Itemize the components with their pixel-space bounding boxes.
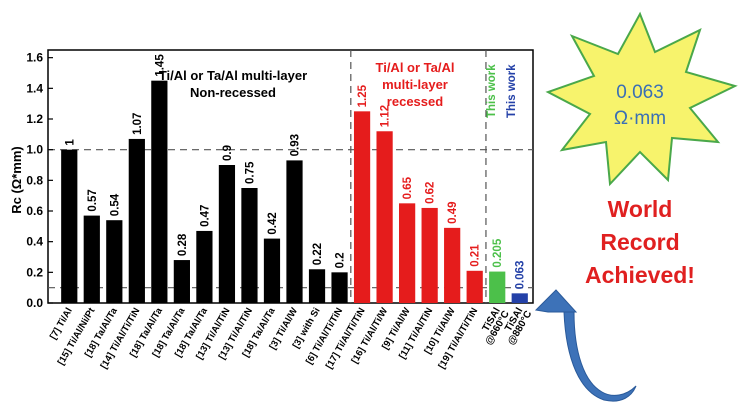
value-label: 0.205: [492, 238, 504, 267]
value-label: 0.57: [87, 189, 99, 211]
annotation-recessed-line1: Ti/Al or Ta/Al: [376, 60, 455, 75]
value-label: 0.9: [222, 145, 234, 161]
bar: [331, 272, 348, 303]
y-tick-label: 1.4: [26, 81, 43, 95]
value-label: 0.93: [290, 134, 302, 156]
value-label: 0.28: [177, 233, 189, 256]
y-tick-label: 0.0: [26, 296, 43, 310]
value-label: 1.25: [357, 84, 369, 107]
bar: [196, 230, 213, 303]
y-tick-label: 1.0: [26, 143, 43, 157]
bar: [173, 260, 190, 303]
bar: [421, 207, 438, 303]
value-labels: 1 0.57 0.54 1.07 1.45 0.28 0.47 0.9 0.75 0.42 0.93…: [64, 54, 526, 290]
value-label: 0.47: [199, 205, 211, 227]
value-label: 0.49: [447, 201, 459, 223]
annotation-recessed-line2: multi-layer: [382, 77, 448, 92]
bar: [128, 138, 145, 303]
bar: [241, 188, 258, 303]
record-line-2: Record: [600, 229, 679, 255]
value-label: 0.21: [470, 244, 482, 267]
bar: [218, 165, 236, 303]
y-tick-label: 0.8: [26, 173, 43, 187]
value-label: 0.42: [267, 212, 279, 234]
value-label: 1.12: [380, 105, 392, 127]
value-label: 0.75: [244, 161, 256, 184]
value-label: 0.65: [402, 176, 414, 199]
x-tick-labels: [7] Ti/Al[15] Ti/Al/Ni/Pt[18] Ta/Al/Ta[1…: [48, 305, 534, 371]
bar: [353, 111, 371, 303]
bar: [263, 238, 281, 303]
bar: [511, 293, 528, 303]
bar: [308, 269, 326, 303]
y-tick-label: 0.2: [26, 265, 43, 279]
bar: [489, 271, 506, 303]
y-tick-label: 1.2: [26, 112, 43, 126]
bar: [286, 160, 303, 303]
y-tick-label: 0.6: [26, 204, 43, 218]
value-label: 0.2: [335, 252, 347, 268]
annotation-recessed-line3: recessed: [387, 94, 443, 109]
bar: [106, 220, 123, 303]
y-tick-label: 1.6: [26, 51, 43, 65]
annotation-nonrecessed-line1: Ti/Al or Ta/Al multi-layer: [159, 68, 307, 83]
bar: [151, 80, 168, 304]
value-label: 0.063: [515, 261, 527, 290]
bar: [466, 270, 483, 303]
curved-arrow-icon: [534, 289, 637, 402]
bar: [376, 131, 393, 303]
record-line-3: Achieved!: [585, 262, 695, 288]
bar: [83, 215, 100, 303]
annotation-this-work-blue: This work: [506, 64, 518, 118]
bar: [399, 203, 416, 303]
value-label: 0.62: [425, 182, 437, 204]
bar: [61, 149, 78, 303]
bars: [61, 80, 528, 304]
starburst-badge: [545, 11, 738, 187]
annotation-this-work-green: This work: [486, 64, 498, 118]
y-axis-label: Rc (Ω*mm): [9, 146, 24, 214]
value-label: 1.07: [132, 113, 144, 135]
burst-unit: Ω·mm: [614, 108, 666, 129]
burst-value: 0.063: [616, 82, 664, 103]
record-line-1: World: [608, 196, 673, 222]
value-label: 0.54: [109, 193, 121, 216]
value-label: 0.22: [312, 243, 324, 265]
y-axis: 0.0 0.2 0.4 0.6 0.8 1.0 1.2 1.4 1.6: [26, 51, 53, 310]
annotation-nonrecessed-line2: Non-recessed: [190, 85, 276, 100]
value-label: 1: [64, 139, 76, 146]
value-label: 1.45: [154, 54, 166, 77]
y-tick-label: 0.4: [26, 235, 43, 249]
bar: [444, 227, 461, 303]
